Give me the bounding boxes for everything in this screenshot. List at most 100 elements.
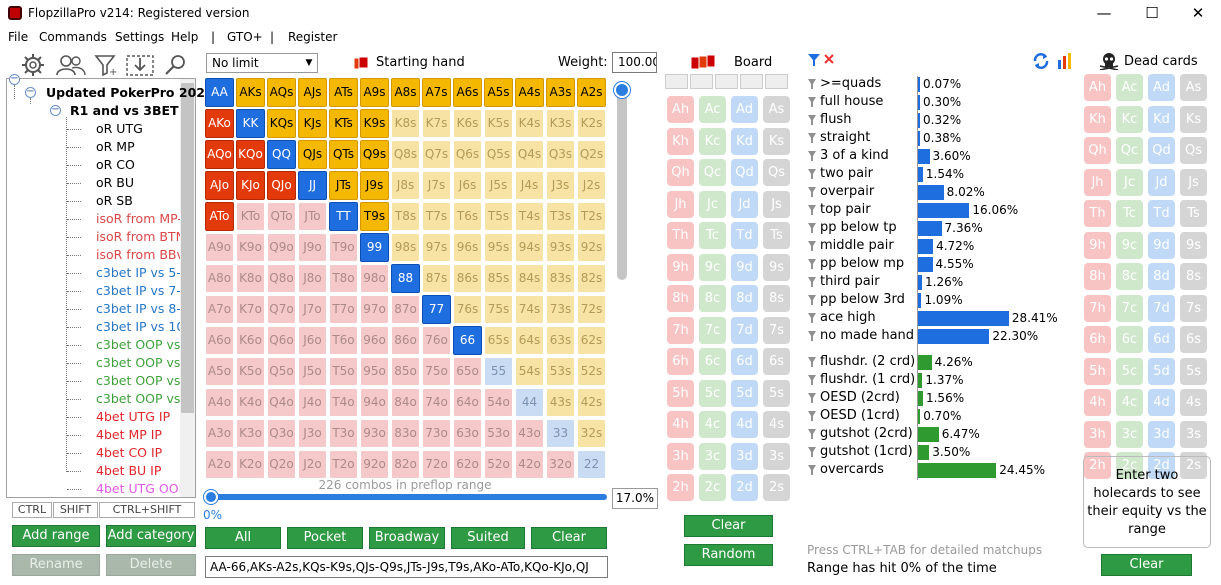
tree-item-range[interactable]: 4bet CO IP (96, 445, 163, 460)
tree-item-range[interactable]: 4bet UTG OOP (96, 481, 180, 496)
hand-cell[interactable]: J8s (391, 171, 420, 200)
board-slot[interactable] (690, 74, 713, 89)
suited-button[interactable]: Suited (451, 527, 525, 549)
hand-cell[interactable]: J4o (298, 388, 327, 417)
tree-scrollbar-thumb[interactable] (181, 83, 194, 413)
hand-cell[interactable]: K9o (236, 233, 265, 262)
hand-cell[interactable]: 85o (391, 357, 420, 386)
board-random-button[interactable]: Random (684, 544, 773, 566)
hand-cell[interactable]: JTs (329, 171, 358, 200)
hand-cell[interactable]: K3s (546, 109, 575, 138)
dead-card[interactable]: 8c (1116, 263, 1143, 290)
board-card[interactable]: 7d (731, 316, 758, 344)
board-card[interactable]: Tc (699, 222, 726, 249)
hand-cell[interactable]: A3o (205, 419, 234, 448)
add-category-button[interactable]: Add category (106, 525, 196, 547)
board-card[interactable]: Ah (667, 96, 694, 123)
hand-cell[interactable]: T7s (422, 202, 451, 231)
hand-cell[interactable]: 43s (546, 388, 575, 417)
dead-card[interactable]: 9c (1116, 231, 1143, 259)
stat-filter-icon[interactable] (808, 295, 816, 305)
dead-card[interactable]: 3s (1180, 420, 1207, 448)
board-card[interactable]: 9h (667, 253, 694, 281)
hand-cell[interactable]: 87s (422, 264, 451, 293)
hand-cell[interactable]: T4s (515, 202, 544, 231)
stat-label[interactable]: no made hand (820, 328, 915, 343)
maximize-button[interactable]: ☐ (1145, 4, 1159, 22)
refresh-icon[interactable] (1032, 52, 1050, 70)
menu-register[interactable]: Register (288, 30, 338, 44)
board-card[interactable]: 3c (699, 442, 726, 470)
stat-label[interactable]: middle pair (820, 238, 894, 253)
hand-cell[interactable]: A6s (453, 78, 482, 107)
board-card[interactable]: Jc (699, 190, 726, 218)
hand-cell[interactable]: AQo (205, 140, 234, 169)
stat-label[interactable]: pp below tp (820, 220, 897, 235)
hand-cell[interactable]: 52o (484, 450, 513, 479)
hand-cell[interactable]: 98s (391, 233, 420, 262)
search-icon[interactable] (163, 53, 189, 77)
board-card[interactable]: 3h (667, 442, 694, 470)
menu-gto-plus[interactable]: GTO+ (227, 30, 263, 44)
pocket-button[interactable]: Pocket (287, 527, 363, 549)
tree-item-range[interactable]: c3bet IP vs 5-6% (96, 265, 180, 280)
tree-item-range[interactable]: 4bet UTG IP (96, 409, 171, 424)
hand-cell[interactable]: J6o (298, 326, 327, 355)
stat-label[interactable]: gutshot (2crd) (820, 426, 913, 441)
dead-card[interactable]: Kc (1116, 105, 1143, 133)
clear-filter-icon[interactable] (823, 53, 835, 65)
hand-cell[interactable]: QTo (267, 202, 296, 231)
board-card[interactable]: 6s (763, 348, 790, 375)
board-card[interactable]: 6d (731, 348, 758, 375)
hand-cell[interactable]: J2o (298, 450, 327, 479)
board-card[interactable]: 9c (699, 253, 726, 281)
board-card[interactable]: 6h (667, 348, 694, 375)
dead-card[interactable]: 5d (1148, 357, 1175, 385)
chart-icon[interactable] (1056, 52, 1074, 70)
stat-filter-icon[interactable] (808, 375, 816, 385)
tree-group[interactable]: R1 and vs 3BET (70, 103, 179, 118)
stat-filter-icon[interactable] (808, 241, 816, 251)
hand-cell[interactable]: 85s (484, 264, 513, 293)
hand-cell[interactable]: J5s (484, 171, 513, 200)
hand-cell[interactable]: K6o (236, 326, 265, 355)
hand-cell[interactable]: Q4s (515, 140, 544, 169)
tree-item-range[interactable]: c3bet IP vs 10-15 (96, 319, 180, 334)
dead-card[interactable]: 7h (1084, 294, 1111, 322)
hand-cell[interactable]: Q2o (267, 450, 296, 479)
stat-label[interactable]: third pair (820, 274, 880, 289)
tree-item-range[interactable]: oR MP (96, 139, 135, 154)
holecards-input-panel[interactable]: Enter two holecards to see their equity … (1083, 456, 1211, 548)
dead-card[interactable]: 4s (1180, 389, 1207, 416)
hand-cell[interactable]: KQs (267, 109, 296, 138)
all-button[interactable]: All (205, 527, 281, 549)
stat-label[interactable]: flushdr. (1 crd) (820, 372, 916, 387)
hand-cell[interactable]: 94s (515, 233, 544, 262)
hand-cell[interactable]: Q8o (267, 264, 296, 293)
board-card[interactable]: As (763, 96, 790, 123)
hand-cell[interactable]: K5o (236, 357, 265, 386)
hand-cell[interactable]: TT (329, 202, 358, 231)
range-percent-input[interactable]: 17.0% (612, 488, 658, 509)
hand-cell[interactable]: 42s (577, 388, 606, 417)
hand-cell[interactable]: ATo (205, 202, 234, 231)
menu-file[interactable]: File (8, 30, 29, 44)
board-card[interactable]: Jh (667, 190, 694, 218)
stat-label[interactable]: flush (820, 112, 852, 127)
hand-cell[interactable]: K3o (236, 419, 265, 448)
range-percent-slider-knob[interactable] (204, 490, 218, 504)
hand-cell[interactable]: 63o (453, 419, 482, 448)
tree-item-range[interactable]: oR SB (96, 193, 133, 208)
dead-card[interactable]: 9h (1084, 231, 1111, 259)
hand-cell[interactable]: 92o (360, 450, 389, 479)
board-card[interactable]: Qd (731, 159, 758, 186)
clear-range-button[interactable]: Clear (531, 527, 607, 549)
dead-card[interactable]: 5h (1084, 357, 1111, 385)
hand-cell[interactable]: 72o (422, 450, 451, 479)
dead-card[interactable]: Qh (1084, 137, 1111, 164)
hand-cell[interactable]: J9o (298, 233, 327, 262)
stat-filter-icon[interactable] (808, 447, 816, 457)
hand-cell[interactable]: T9s (360, 202, 389, 231)
hand-cell[interactable]: J8o (298, 264, 327, 293)
stat-label[interactable]: overpair (820, 184, 875, 199)
